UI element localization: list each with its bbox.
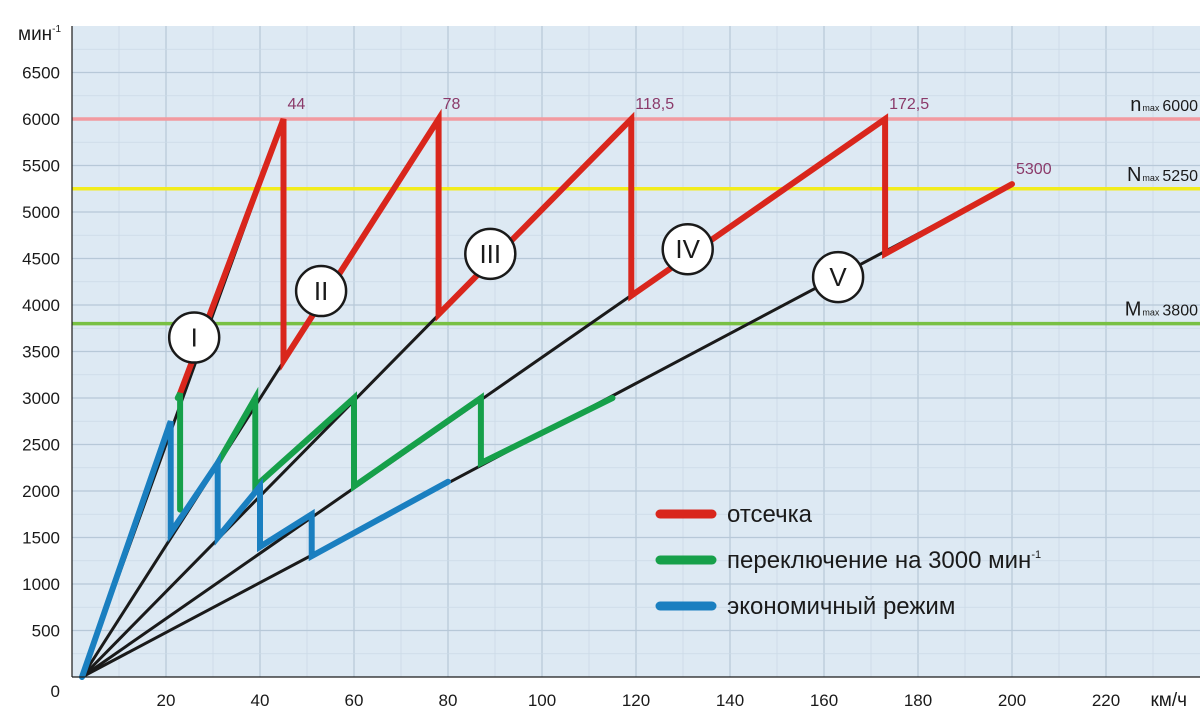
gear-label-circle (661, 222, 714, 276)
peak-value-label: 118,5 (635, 96, 674, 113)
x-tick-label: 200 (998, 691, 1026, 710)
gear-label: II (314, 276, 328, 306)
y-tick-label: 500 (32, 622, 60, 641)
reference-line-label: nmax 6000 (1130, 94, 1198, 116)
gear-label: I (191, 323, 198, 353)
gear-label: IV (675, 234, 700, 264)
gear-label-circle (294, 264, 348, 318)
x-axis-label: км/ч (1150, 690, 1187, 711)
x-tick-label: 140 (716, 691, 744, 710)
gear-label: V (829, 262, 847, 292)
axes: 5001000150020002500300035004000450050005… (18, 24, 1200, 711)
y-tick-label: 5000 (22, 203, 60, 222)
series-lines (79, 108, 1015, 680)
series-line (177, 108, 1015, 397)
y-tick-label: 4000 (22, 296, 60, 315)
gear-label-circle (811, 250, 865, 304)
series-line (214, 386, 616, 494)
legend-label: отсечка (727, 501, 813, 528)
x-tick-label: 160 (810, 691, 838, 710)
legend: отсечка переключение на 3000 мин-1 экономи… (655, 501, 1041, 620)
x-tick-label: 60 (345, 691, 364, 710)
y-tick-label: 6500 (22, 64, 60, 83)
series-line (79, 420, 451, 680)
gear-label-circle (167, 311, 221, 364)
legend-label: экономичный режим (727, 593, 955, 620)
legend-label: переключение на 3000 мин-1 (727, 547, 1041, 574)
x-tick-label: 120 (622, 691, 650, 710)
series-line (174, 391, 184, 513)
y-tick-label: 2500 (22, 436, 60, 455)
y-tick-label: 1000 (22, 575, 60, 594)
reference-line-label: Mmax 3800 (1125, 299, 1198, 321)
peak-value-label: 172,5 (889, 96, 929, 113)
gear-label: III (479, 239, 501, 269)
x-tick-label: 100 (528, 691, 556, 710)
x-tick-label: 180 (904, 691, 932, 710)
x-tick-label: 40 (251, 691, 270, 710)
y-tick-label: 6000 (22, 110, 60, 129)
peak-value-label: 44 (288, 96, 306, 113)
y-tick-label: 1500 (22, 529, 60, 548)
x-tick-label: 20 (157, 691, 176, 710)
gear-label-circle (464, 227, 517, 281)
y-tick-label: 3000 (22, 389, 60, 408)
origin-label: 0 (51, 682, 60, 701)
peak-value-label: 78 (443, 96, 461, 113)
labels: nmax 6000 Nmax 5250 Mmax 3800 44 78 118,5 172,5 53… (167, 94, 1198, 364)
y-tick-label: 5500 (22, 157, 60, 176)
x-tick-label: 80 (439, 691, 458, 710)
x-tick-label: 220 (1092, 691, 1120, 710)
reference-line-label: Nmax 5250 (1127, 164, 1198, 186)
y-tick-label: 3500 (22, 343, 60, 362)
y-tick-label: 2000 (22, 482, 60, 501)
y-tick-label: 4500 (22, 250, 60, 269)
peak-value-label: 5300 (1016, 161, 1052, 178)
y-axis-label: мин-1 (18, 24, 62, 45)
